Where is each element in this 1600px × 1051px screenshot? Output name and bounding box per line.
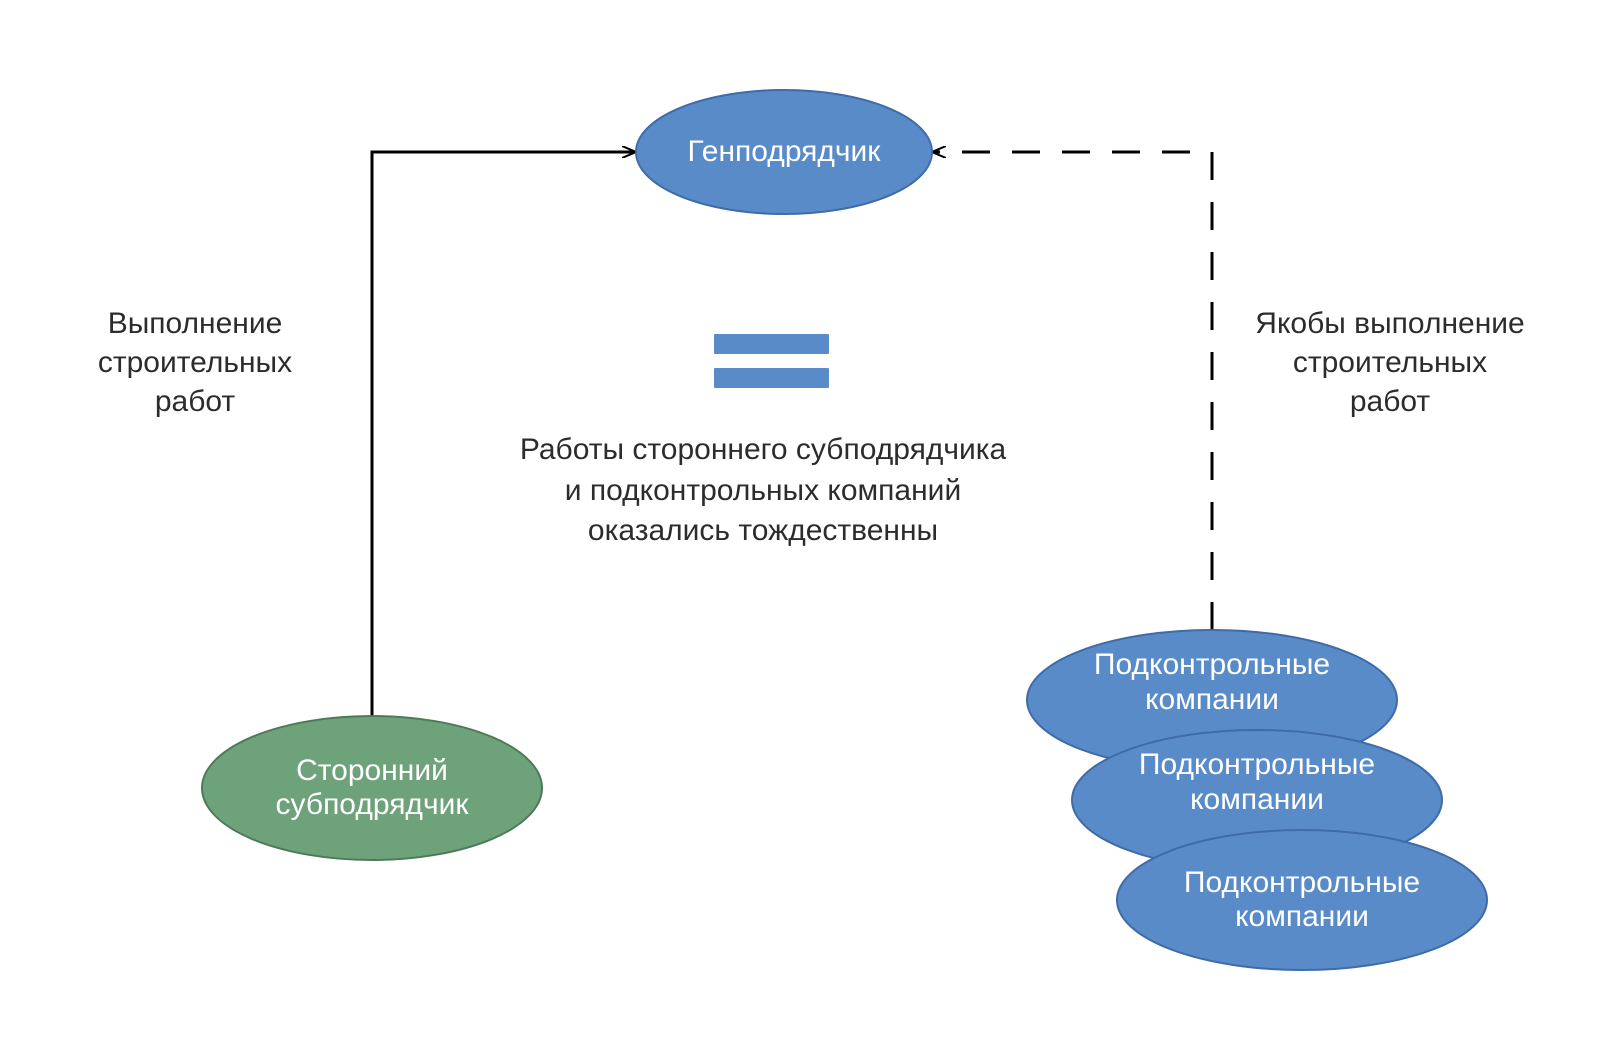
node-right2-label: Подконтрольные компании bbox=[1139, 748, 1375, 817]
node-left-label: Сторонний субподрядчик bbox=[276, 754, 469, 823]
edge-left-label: Выполнение строительных работ bbox=[60, 304, 330, 421]
node-top: Генподрядчик bbox=[636, 90, 932, 214]
edge-right-label: Якобы выполнение строительных работ bbox=[1230, 304, 1550, 421]
node-right3: Подконтрольные компании bbox=[1117, 830, 1487, 970]
node-right3-label: Подконтрольные компании bbox=[1184, 866, 1420, 935]
equals-bar-bottom bbox=[714, 368, 829, 388]
edge-right bbox=[934, 152, 1212, 630]
equals-icon bbox=[714, 334, 829, 388]
equals-bar-top bbox=[714, 334, 829, 354]
node-left: Сторонний субподрядчик bbox=[202, 716, 542, 860]
node-top-label: Генподрядчик bbox=[688, 135, 881, 170]
node-right1-label: Подконтрольные компании bbox=[1094, 648, 1330, 717]
center-text: Работы стороннего субподрядчика и подкон… bbox=[468, 430, 1058, 552]
